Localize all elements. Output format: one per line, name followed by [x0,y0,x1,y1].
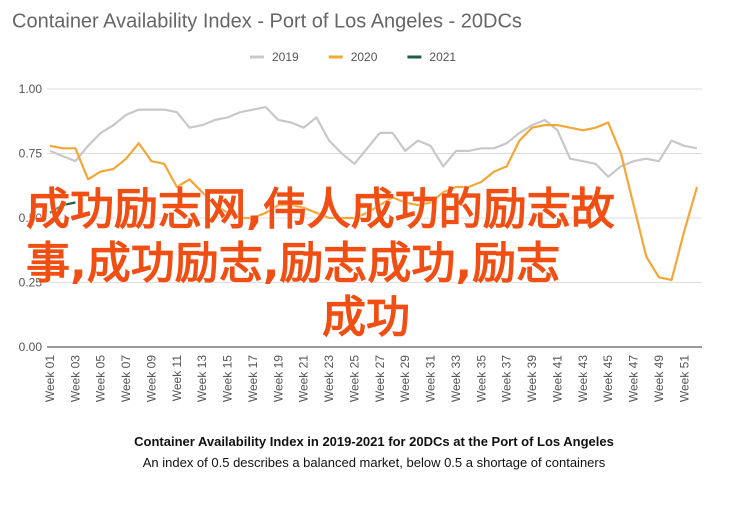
x-tick-label: Week 29 [398,355,412,402]
x-tick-label: Week 39 [525,355,539,402]
x-tick-label: Week 07 [119,355,133,402]
overlay-line: 成功励志网,伟人成功的励志故 [26,184,615,235]
x-tick-label: Week 49 [652,355,666,402]
x-tick-label: Week 17 [246,355,260,402]
overlay-text: 成功励志网,伟人成功的励志故 事,成功励志,励志成功,励志 成功 [0,183,749,345]
y-tick-label: 0.75 [19,147,43,161]
x-tick-label: Week 13 [195,355,209,402]
x-tick-label: Week 41 [550,355,564,402]
y-tick-label: 0.50 [19,211,43,225]
x-tick-label: Week 35 [474,355,488,402]
x-tick-label: Week 05 [94,355,108,402]
x-tick-label: Week 11 [170,355,184,402]
y-tick-label: 0.00 [19,340,43,354]
x-tick-label: Week 31 [424,355,438,402]
x-tick-label: Week 43 [576,355,590,402]
legend-label: 2020 [351,50,378,64]
y-tick-label: 1.00 [19,82,43,96]
series-line [49,121,699,281]
x-tick-label: Week 15 [221,355,235,402]
caption: Container Availability Index in 2019-202… [134,434,614,449]
x-tick-label: Week 33 [449,355,463,402]
x-tick-label: Week 27 [373,355,387,402]
x-tick-label: Week 01 [43,355,57,402]
y-tick-label: 0.25 [19,276,43,290]
x-tick-label: Week 23 [322,355,336,402]
x-tick-label: Week 47 [627,355,641,402]
overlay-line: 成功 [322,292,410,343]
chart-title: Container Availability Index - Port of L… [12,10,522,32]
series-line [49,201,76,214]
x-tick-label: Week 09 [144,355,158,402]
x-tick-label: Week 25 [347,355,361,402]
subcaption: An index of 0.5 describes a balanced mar… [143,455,606,470]
x-tick-label: Week 03 [68,355,82,402]
x-tick-label: Week 19 [271,355,285,402]
x-tick-label: Week 21 [297,355,311,402]
series-line [49,106,698,178]
legend-label: 2021 [429,50,456,64]
x-tick-label: Week 37 [500,355,514,402]
overlay-line: 事,成功励志,励志成功,励志 [26,238,561,289]
legend-label: 2019 [272,50,299,64]
x-tick-label: Week 51 [677,355,691,402]
x-tick-label: Week 45 [601,355,615,402]
